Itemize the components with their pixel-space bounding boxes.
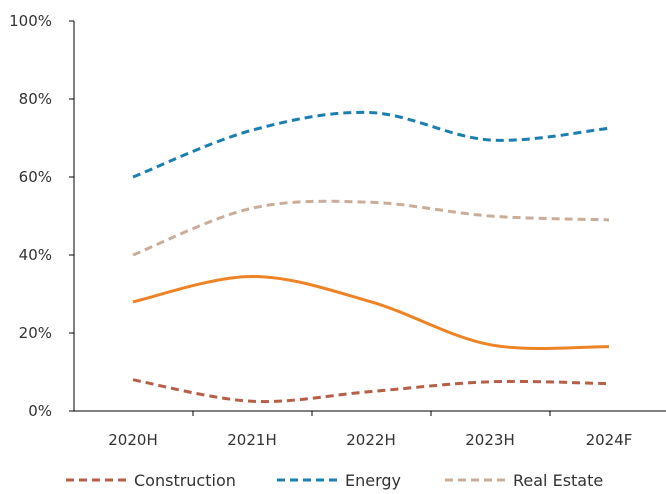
x-tick-label: 2021H [227,431,276,449]
series-line-real-estate [132,199,610,257]
x-tick-label: 2020H [108,431,157,449]
series-lines [132,110,610,404]
legend-label-real-estate: Real Estate [513,471,603,490]
y-tick-label: 80% [19,90,52,108]
legend-label-construction: Construction [134,471,236,490]
y-tick-label: 20% [19,324,52,342]
x-tick-label: 2022H [346,431,395,449]
series-line-unlabeled [132,274,610,351]
y-tick-label: 60% [19,168,52,186]
x-tick-label: 2023H [465,431,514,449]
y-tick-label: 0% [28,402,52,420]
y-tick-label: 40% [19,246,52,264]
y-tick-label: 100% [9,12,52,30]
legend: Construction Energy Real Estate [66,471,603,490]
series-line-energy [132,110,610,179]
x-tick-label: 2024F [586,431,633,449]
y-axis-ticks: 0% 20% 40% 60% 80% 100% [9,12,74,420]
legend-label-energy: Energy [345,471,401,490]
x-axis-ticks: 2020H 2021H 2022H 2023H 2024F [108,411,632,449]
series-line-construction [132,378,610,404]
